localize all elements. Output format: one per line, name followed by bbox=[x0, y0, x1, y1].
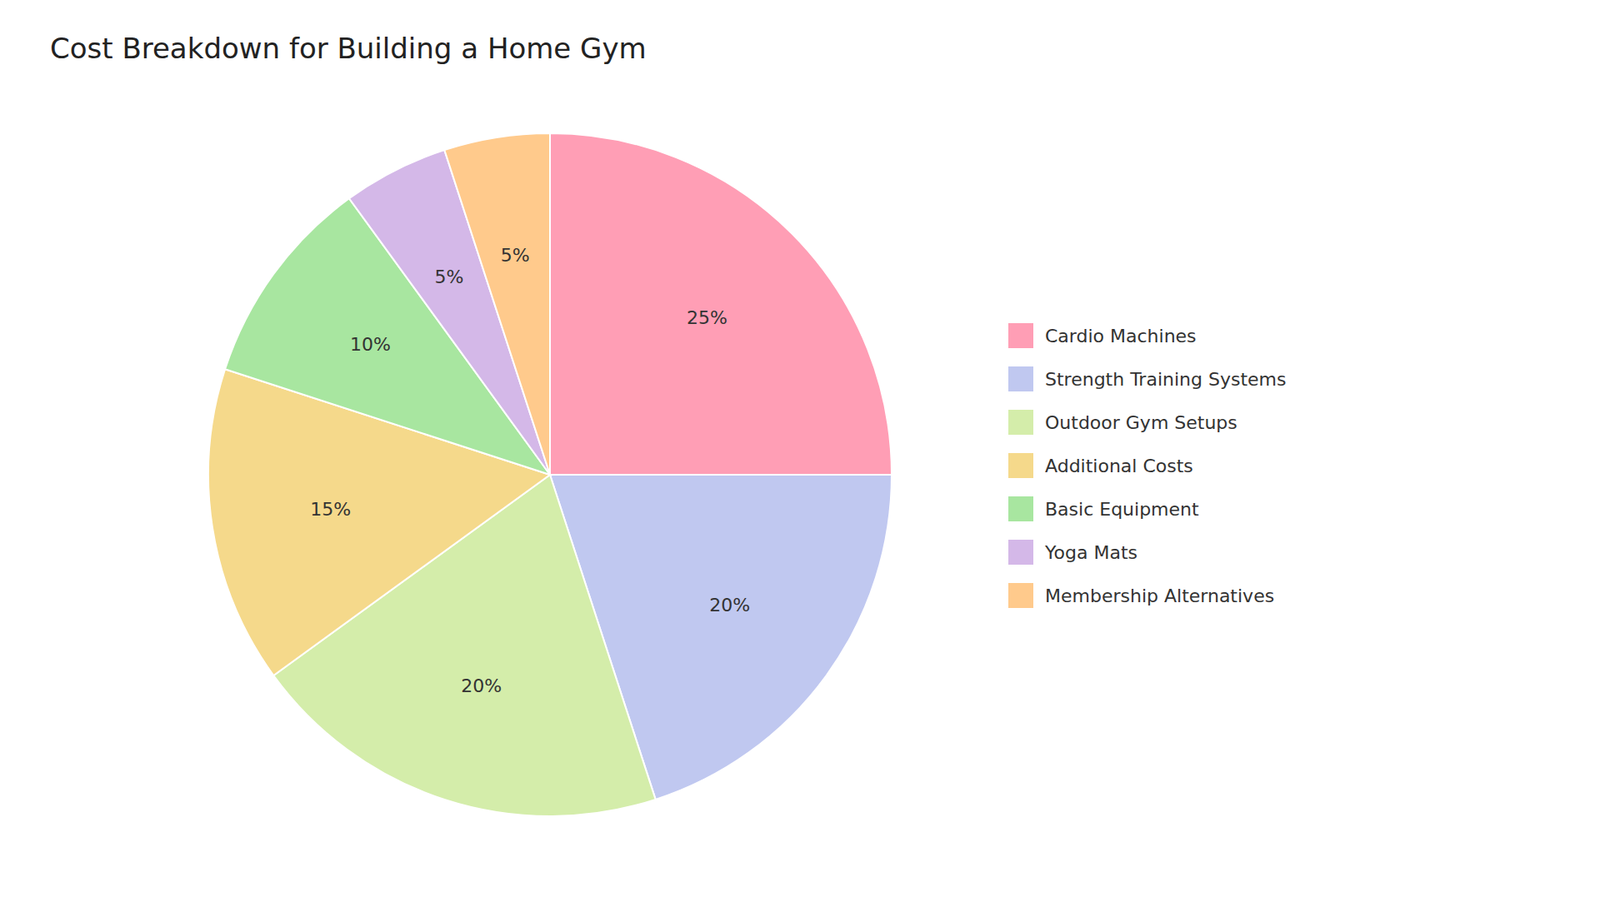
legend-swatch bbox=[1008, 496, 1034, 522]
data-label: 15% bbox=[310, 499, 351, 520]
legend-item: Membership Alternatives bbox=[1008, 583, 1275, 609]
data-label: 5% bbox=[500, 245, 530, 266]
legend-label: Outdoor Gym Setups bbox=[1045, 412, 1238, 434]
legend-item: Additional Costs bbox=[1008, 453, 1194, 479]
legend-swatch bbox=[1008, 453, 1034, 479]
data-label: 20% bbox=[460, 675, 502, 697]
legend-swatch bbox=[1008, 540, 1034, 565]
legend-item: Basic Equipment bbox=[1008, 496, 1200, 522]
legend-label: Yoga Mats bbox=[1044, 542, 1138, 564]
data-label: 5% bbox=[435, 266, 465, 288]
legend: Cardio Machines Strength Training Systems… bbox=[1008, 323, 1286, 609]
legend-label: Basic Equipment bbox=[1045, 499, 1200, 520]
legend-label: Strength Training Systems bbox=[1045, 369, 1286, 390]
legend-item: Cardio Machines bbox=[1008, 323, 1197, 349]
legend-swatch bbox=[1008, 323, 1034, 349]
data-label: 10% bbox=[350, 334, 391, 355]
legend-label: Cardio Machines bbox=[1045, 325, 1197, 347]
pie-slice bbox=[550, 133, 892, 475]
legend-swatch bbox=[1008, 410, 1034, 435]
legend-label: Additional Costs bbox=[1045, 455, 1194, 477]
chart: Cost Breakdown for Building a Home Gym 25… bbox=[0, 0, 1600, 902]
data-label: 25% bbox=[686, 307, 728, 329]
title: Cost Breakdown for Building a Home Gym bbox=[50, 31, 647, 65]
legend-label: Membership Alternatives bbox=[1045, 585, 1275, 607]
legend-item: Strength Training Systems bbox=[1008, 366, 1286, 392]
data-labels: 25% 20% 20% 15% 10% 5% 5% bbox=[310, 245, 750, 697]
pie bbox=[208, 133, 892, 817]
pie-slice bbox=[444, 133, 550, 475]
legend-item: Yoga Mats bbox=[1008, 540, 1138, 565]
legend-swatch bbox=[1008, 583, 1034, 609]
data-label: 20% bbox=[709, 595, 750, 616]
legend-item: Outdoor Gym Setups bbox=[1008, 410, 1238, 435]
legend-swatch bbox=[1008, 366, 1034, 392]
